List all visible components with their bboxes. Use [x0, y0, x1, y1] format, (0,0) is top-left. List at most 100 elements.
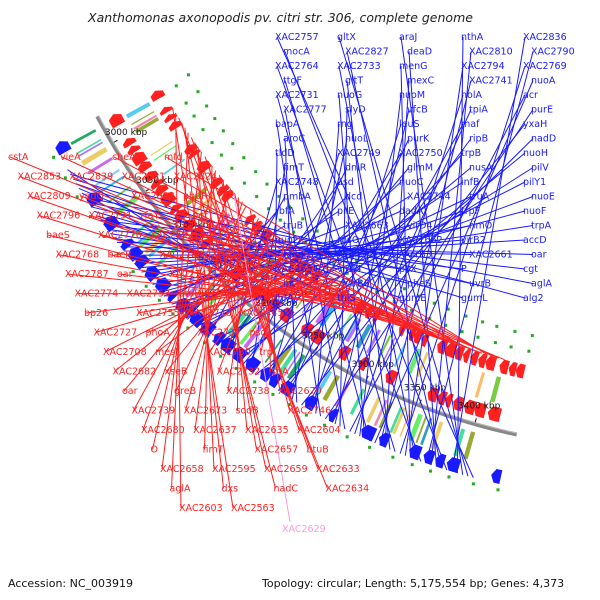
feature-block — [76, 139, 102, 155]
forward-gene-label: gumE — [399, 293, 426, 304]
connector-line — [218, 230, 272, 372]
forward-gene-label: XAC2836 — [523, 32, 567, 43]
feature-block — [355, 323, 373, 349]
forward-gene-label: nuoF — [523, 206, 546, 217]
forward-gene-label: aroC — [283, 134, 305, 145]
tick-label: 3000 kbp — [105, 128, 148, 138]
tick-mark — [474, 418, 477, 423]
tick-label: 3400 kbp — [458, 402, 501, 412]
reverse-gene-label: yadQ — [79, 191, 104, 202]
dot-mark — [386, 278, 390, 282]
feature-block — [474, 372, 486, 398]
forward-gene-label: rng — [337, 119, 353, 130]
dot-mark — [345, 271, 349, 275]
gene-arrow — [487, 406, 503, 423]
feature-block — [283, 351, 301, 377]
forward-gene-label: gltX — [337, 32, 356, 43]
connector-line — [233, 191, 291, 523]
dot-mark — [242, 156, 246, 160]
gene-arrow — [359, 356, 371, 372]
reverse-gene-label: XAC2603 — [179, 503, 223, 514]
feature-block — [239, 320, 260, 346]
forward-gene-label: alg2 — [523, 293, 544, 304]
gene-arrow — [485, 355, 498, 372]
forward-gene-label: rimO — [469, 221, 492, 232]
dot-mark — [410, 463, 414, 467]
dot-mark — [509, 345, 513, 349]
genome-circle-highlight — [98, 115, 518, 434]
connector-line — [284, 80, 396, 452]
forward-gene-label: pmbA — [283, 192, 311, 203]
forward-gene-label: nuoC — [399, 177, 424, 188]
forward-gene-label: XAC2654 — [275, 264, 319, 275]
connector-line — [194, 142, 267, 470]
connector-line — [233, 192, 290, 411]
gene-arrow — [122, 137, 137, 149]
forward-gene-label: virB2 — [461, 235, 486, 246]
feature-block — [366, 329, 381, 354]
tick-mark — [315, 346, 319, 351]
gene-arrow — [491, 468, 503, 484]
gene-arrow — [108, 114, 126, 129]
forward-gene-label: XAC2741 — [469, 76, 513, 87]
dot-mark — [52, 155, 56, 159]
forward-gene-label: nuoE — [531, 192, 555, 203]
dot-mark — [219, 354, 223, 358]
connector-line — [204, 165, 213, 450]
dot-mark — [323, 423, 327, 427]
connector-line — [199, 260, 308, 333]
connector-line — [408, 51, 437, 467]
forward-gene-label: ripB — [469, 134, 488, 145]
dot-mark — [213, 117, 217, 121]
reverse-gene-label: baeR — [108, 250, 133, 261]
reverse-gene-label: mesJ — [155, 347, 178, 358]
reverse-gene-label: XAC2786 — [231, 289, 275, 300]
gene-arrow — [470, 351, 480, 366]
reverse-gene-label: XAC2753 — [127, 289, 171, 300]
feature-block — [286, 353, 306, 380]
forward-gene-label: XAC2661 — [469, 250, 513, 261]
forward-gene-label: Q — [283, 308, 290, 319]
forward-gene-label: purK — [407, 134, 430, 145]
gene-arrow — [103, 216, 121, 233]
forward-gene-label: nuoA — [531, 76, 556, 87]
forward-gene-label: rpsO — [337, 235, 359, 246]
reverse-gene-label: XAC2737 — [198, 328, 242, 339]
reverse-gene-label: XAC2755 — [136, 308, 180, 319]
reverse-gene-label: XAC2673 — [184, 406, 228, 417]
forward-gene-label: virB6 — [345, 279, 370, 290]
forward-gene-label: pilX — [399, 264, 417, 275]
reverse-gene-label: XAC2784 — [160, 250, 204, 261]
forward-gene-label: acr — [523, 90, 538, 101]
gene-arrow — [462, 348, 472, 364]
genome-circle — [95, 115, 518, 437]
dot-mark — [201, 128, 205, 132]
connector-line — [184, 195, 444, 341]
feature-block — [174, 265, 197, 286]
reverse-gene-label: XAC2792 — [150, 230, 194, 241]
reverse-gene-label: XAC2787 — [65, 269, 109, 280]
forward-gene-label: XAC2662 — [399, 235, 443, 246]
forward-gene-label: infB — [461, 177, 480, 188]
connector-line — [197, 147, 215, 470]
gene-arrow — [269, 373, 283, 389]
dot-mark — [391, 455, 395, 459]
dot-mark — [75, 195, 79, 199]
dot-mark — [230, 166, 234, 170]
dot-mark — [304, 240, 308, 244]
forward-gene-label: XAC2744 — [407, 192, 451, 203]
connector-line — [227, 214, 255, 392]
dot-mark — [171, 312, 175, 316]
forward-gene-label: nuoG — [337, 90, 362, 101]
reverse-gene-label: XAC2659 — [264, 464, 308, 475]
feature-block — [201, 290, 223, 313]
dot-mark — [476, 335, 480, 339]
reverse-gene-label: oar — [117, 269, 133, 280]
dot-mark — [205, 104, 209, 108]
forward-gene-label: accD — [523, 235, 547, 246]
forward-gene-label: trpF — [461, 206, 480, 217]
gene-arrow — [423, 449, 436, 466]
gene-arrow — [499, 359, 510, 375]
connector-line — [84, 197, 534, 284]
reverse-gene-label: XAC2595 — [212, 464, 256, 475]
